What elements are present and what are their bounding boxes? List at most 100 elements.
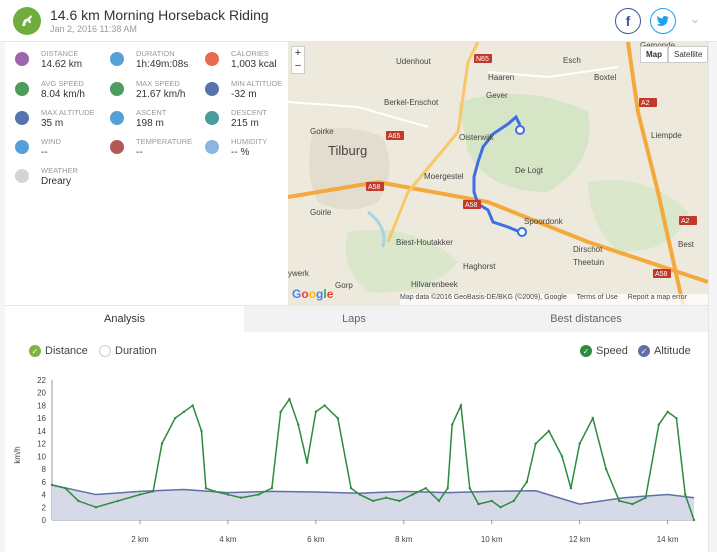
- speedometer-icon: [15, 82, 29, 96]
- road-shield: [474, 54, 492, 63]
- road-shield: [679, 216, 697, 225]
- stat-value: 14.62 km: [41, 59, 83, 70]
- stat-value: -32 m: [231, 89, 257, 100]
- speed-point: [297, 423, 300, 426]
- route-end-marker[interactable]: [517, 227, 527, 237]
- chart-svg: 0 2 4 6 8 10 12 14 16 18 20 22 2 km 4 km 6 km 8 km 10 km…: [13, 376, 696, 544]
- speed-toggle[interactable]: ✓ Speed: [580, 345, 628, 357]
- speed-point: [204, 486, 208, 490]
- stat-value: 215 m: [231, 118, 259, 129]
- speed-point: [666, 410, 669, 414]
- stat-label: Avg speed: [41, 79, 84, 88]
- distance-icon: [15, 52, 29, 66]
- altitude-area: [52, 485, 694, 520]
- route-start-marker[interactable]: [515, 125, 525, 135]
- altitude-toggle[interactable]: ✓ Altitude: [638, 345, 691, 357]
- humidity-icon: [205, 140, 219, 154]
- speed-point: [151, 490, 155, 493]
- road-shield: [653, 269, 671, 278]
- y-tick-label: 20: [37, 389, 46, 398]
- speed-point: [63, 486, 67, 490]
- stat-value: Dreary: [41, 176, 72, 187]
- speed-point: [191, 404, 194, 407]
- x-tick-label: 6 km: [307, 535, 325, 544]
- tab-best-distances[interactable]: Best distances: [464, 306, 708, 332]
- zoom-in-button[interactable]: +: [294, 47, 302, 59]
- facebook-share-button[interactable]: f: [615, 8, 641, 34]
- stat-value: 35 m: [41, 118, 64, 129]
- analysis-tabs: Analysis Laps Best distances: [5, 305, 708, 332]
- speed-altitude-chart[interactable]: 0 2 4 6 8 10 12 14 16 18 20 22 2 km 4 km 6 km 8 km 10 km…: [0, 370, 717, 552]
- tab-laps[interactable]: Laps: [244, 306, 464, 332]
- activity-route: [472, 114, 522, 234]
- cloud-icon: [15, 169, 29, 183]
- chevron-down-icon[interactable]: ⌄: [690, 12, 701, 26]
- stat-label: Ascent: [136, 108, 167, 117]
- flame-icon: [205, 52, 219, 66]
- speed-point: [77, 499, 80, 503]
- map-place-label: ywerk: [288, 269, 310, 278]
- x-tick-label: 10 km: [481, 535, 503, 544]
- speed-point: [547, 429, 551, 433]
- horse-logo-icon: [13, 7, 41, 35]
- route-map[interactable]: GemondeUdenhoutHaarenEschBoxtelBerkel-En…: [288, 42, 708, 305]
- right-scrollbar[interactable]: [708, 42, 717, 552]
- zoom-out-button[interactable]: −: [294, 60, 302, 72]
- stat-label: Calories: [231, 49, 269, 58]
- x-tick-label: 14 km: [657, 535, 679, 544]
- road-shield: [463, 200, 481, 209]
- speed-point: [314, 410, 318, 414]
- map-attribution: Map data ©2016 GeoBasis-DE/BKG (©2009), …: [400, 294, 567, 301]
- local-road: [288, 101, 429, 128]
- highway-a58: [288, 179, 708, 284]
- y-tick-label: 6: [42, 478, 47, 487]
- map-attribution-bar: Map data ©2016 GeoBasis-DE/BKG (©2009), …: [400, 294, 708, 305]
- tab-analysis[interactable]: Analysis: [5, 306, 244, 332]
- stat-label: Weather: [41, 166, 78, 175]
- forest-area: [588, 180, 688, 252]
- highway-a2: [626, 42, 685, 305]
- speed-point: [384, 496, 388, 499]
- speed-point: [424, 486, 427, 490]
- distance-toggle[interactable]: ✓ Distance: [29, 345, 88, 357]
- stat-label: Min altitude: [231, 79, 283, 88]
- terms-link[interactable]: Terms of Use: [576, 294, 618, 301]
- speed-point: [398, 499, 401, 503]
- speed-point: [490, 499, 493, 503]
- duration-toggle[interactable]: Duration: [99, 345, 157, 357]
- speed-point: [349, 486, 353, 490]
- speed-point: [173, 416, 177, 420]
- stat-label: Max speed: [136, 79, 180, 88]
- speed-point: [257, 493, 260, 496]
- x-tick-label: 8 km: [395, 535, 413, 544]
- map-place-label: Tilburg: [328, 143, 367, 158]
- speed-point: [411, 493, 414, 496]
- wind-icon: [15, 140, 29, 154]
- speed-point: [446, 486, 449, 490]
- map-type-satellite-button[interactable]: Satellite: [668, 46, 709, 63]
- speed-point: [459, 404, 463, 407]
- map-place-label: Boxtel: [594, 73, 616, 82]
- stat-value: 8.04 km/h: [41, 89, 85, 100]
- report-map-error-link[interactable]: Report a map error: [627, 294, 687, 301]
- speed-point: [279, 410, 282, 414]
- stat-value: 198 m: [136, 118, 164, 129]
- road-number-label: A65: [388, 133, 401, 140]
- road-number-label: A58: [368, 184, 381, 191]
- altitude-line: [51, 484, 695, 505]
- speed-point: [182, 410, 186, 414]
- map-type-map-button[interactable]: Map: [640, 46, 668, 63]
- speed-point: [336, 416, 340, 420]
- forest-area: [345, 230, 458, 293]
- twitter-share-button[interactable]: [650, 8, 676, 34]
- stat-label: Distance: [41, 49, 79, 58]
- forest-area: [458, 94, 590, 192]
- check-icon: ✓: [29, 345, 41, 357]
- map-place-label: Haaren: [488, 73, 514, 82]
- map-place-label: Goirke: [310, 127, 334, 136]
- y-tick-label: 14: [37, 427, 46, 436]
- map-place-label: Gorp: [335, 281, 353, 290]
- stat-label: Humidity: [231, 137, 268, 146]
- ascent-icon: [110, 111, 124, 125]
